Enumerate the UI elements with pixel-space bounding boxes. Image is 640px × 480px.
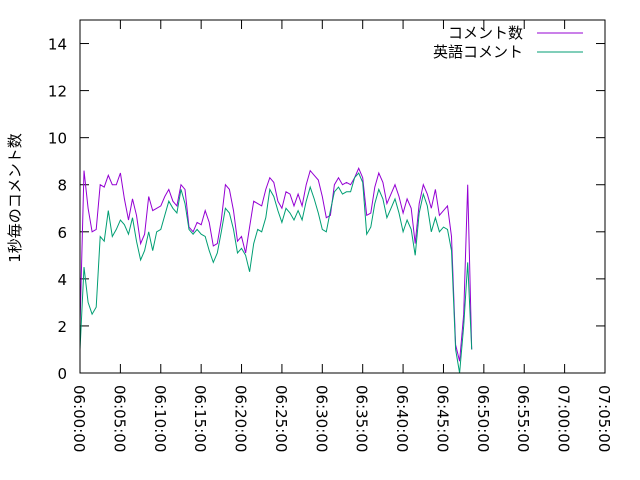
y-tick-label: 4 — [57, 271, 67, 289]
x-tick-label: 06:25:00 — [272, 385, 290, 452]
legend-label: 英語コメント — [433, 43, 523, 61]
legend-label: コメント数 — [448, 24, 523, 42]
y-tick-label: 12 — [48, 83, 67, 101]
y-tick-label: 10 — [48, 130, 67, 148]
y-tick-label: 0 — [57, 365, 67, 383]
x-tick-label: 06:50:00 — [474, 385, 492, 452]
axis-labels: 0 2 4 6 8 10 12 14 06:00:00 06:05:00 06:10:00 06:15… — [48, 36, 613, 453]
x-tick-label: 06:00:00 — [70, 385, 88, 452]
x-tick-label: 06:45:00 — [433, 385, 451, 452]
series-line-2 — [79, 172, 473, 374]
y-tick-label: 8 — [57, 177, 67, 195]
x-tick-label: 06:20:00 — [232, 385, 250, 452]
y-tick-label: 2 — [57, 318, 67, 336]
y-tick-label: 6 — [57, 224, 67, 242]
x-tick-label: 06:55:00 — [514, 385, 532, 452]
plot-frame — [79, 19, 606, 374]
x-tick-label: 07:05:00 — [595, 385, 613, 452]
x-tick-label: 07:00:00 — [555, 385, 573, 452]
x-tick-label: 06:30:00 — [312, 385, 330, 452]
x-tick-label: 06:05:00 — [110, 385, 128, 452]
x-tick-label: 06:10:00 — [151, 385, 169, 452]
y-axis-label: 1秒毎のコメント数 — [6, 133, 24, 263]
y-tick-label: 14 — [48, 36, 67, 54]
x-tick-label: 06:15:00 — [191, 385, 209, 452]
x-tick-label: 06:40:00 — [393, 385, 411, 452]
x-tick-label: 06:35:00 — [353, 385, 371, 452]
series-line-1 — [79, 167, 473, 362]
series-layer — [79, 167, 473, 374]
